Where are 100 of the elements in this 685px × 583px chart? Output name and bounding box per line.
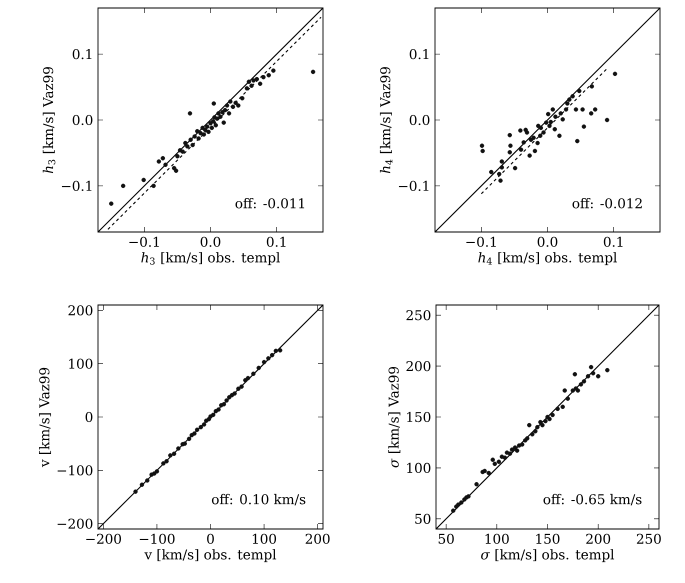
point: [156, 159, 162, 164]
point: [208, 121, 213, 126]
point: [508, 451, 512, 456]
point: [502, 456, 508, 460]
point: [480, 143, 484, 148]
point: [580, 107, 585, 112]
point: [192, 134, 197, 139]
point: [222, 120, 226, 125]
point: [190, 142, 195, 148]
point: [510, 447, 514, 452]
point: [555, 406, 560, 412]
point: [544, 120, 548, 125]
x-tick-label: −100: [140, 534, 175, 544]
point: [578, 382, 584, 387]
point: [198, 424, 204, 430]
point: [246, 80, 252, 84]
point: [188, 138, 193, 142]
point: [508, 143, 513, 148]
point: [222, 402, 226, 406]
x-tick-label: 0.0: [538, 236, 558, 247]
x-axis-title: v [km/s] obs. templ: [144, 549, 276, 562]
point: [527, 422, 532, 428]
y-tick-label: −200: [58, 518, 92, 529]
y-tick-label: −0.1: [398, 180, 428, 191]
point: [249, 84, 254, 88]
point: [251, 372, 256, 376]
point: [531, 136, 536, 140]
point: [210, 126, 214, 130]
point: [512, 166, 518, 170]
point: [530, 432, 534, 437]
point: [567, 97, 572, 102]
point: [164, 459, 169, 464]
point: [120, 184, 126, 188]
point: [512, 445, 518, 450]
y-tick-label: 150: [407, 412, 430, 422]
point: [109, 201, 114, 206]
point: [572, 372, 578, 376]
point: [192, 431, 197, 436]
x-tick-label: −0.1: [466, 236, 496, 247]
point: [508, 150, 512, 154]
y-tick-label: 100: [69, 358, 92, 369]
x-tick-label: 0.1: [266, 236, 286, 247]
point: [174, 168, 178, 173]
point: [133, 489, 138, 494]
point: [565, 101, 570, 106]
point: [154, 469, 160, 474]
annotation: off: -0.011: [236, 198, 304, 208]
point: [496, 172, 502, 176]
point: [261, 74, 266, 80]
point: [498, 178, 503, 183]
point: [514, 448, 520, 453]
y-axis-title: h$_{3}$ [km/s] Vaz99: [42, 67, 56, 174]
point: [270, 352, 274, 358]
point: [590, 371, 596, 376]
x-tick-label: −0.1: [129, 236, 159, 247]
point: [570, 94, 575, 98]
point: [198, 130, 203, 136]
point: [186, 436, 192, 442]
point: [547, 124, 552, 128]
point: [500, 159, 504, 164]
point: [254, 76, 260, 82]
point: [566, 396, 570, 401]
point: [546, 112, 550, 116]
point: [524, 130, 530, 135]
point: [258, 82, 262, 86]
point: [564, 107, 568, 112]
point: [222, 108, 228, 112]
point: [538, 134, 542, 138]
point: [592, 107, 598, 112]
point: [202, 132, 206, 137]
point: [590, 84, 594, 89]
point: [456, 502, 461, 507]
x-axis-title: h$_{4}$ [km/s] obs. templ: [478, 252, 617, 266]
annotation: off: 0.10 km/s: [212, 494, 306, 506]
y-tick-label: 100: [407, 462, 430, 474]
point: [570, 388, 576, 393]
point: [151, 184, 156, 188]
point: [176, 446, 181, 451]
point: [540, 422, 545, 428]
point: [244, 86, 250, 91]
point: [216, 111, 221, 116]
point: [195, 128, 200, 134]
point: [140, 482, 144, 487]
point: [541, 130, 546, 135]
point: [172, 166, 176, 170]
point: [141, 178, 146, 182]
point: [224, 398, 229, 403]
point: [145, 478, 150, 483]
point: [196, 136, 201, 141]
point: [451, 508, 456, 513]
point: [204, 124, 210, 129]
point: [520, 442, 524, 447]
point: [586, 374, 590, 378]
point: [228, 99, 233, 104]
point: [518, 128, 523, 133]
y-tick-label: 50: [415, 514, 430, 524]
point: [161, 461, 166, 466]
point: [251, 78, 256, 83]
point: [490, 458, 495, 462]
point: [480, 148, 485, 154]
